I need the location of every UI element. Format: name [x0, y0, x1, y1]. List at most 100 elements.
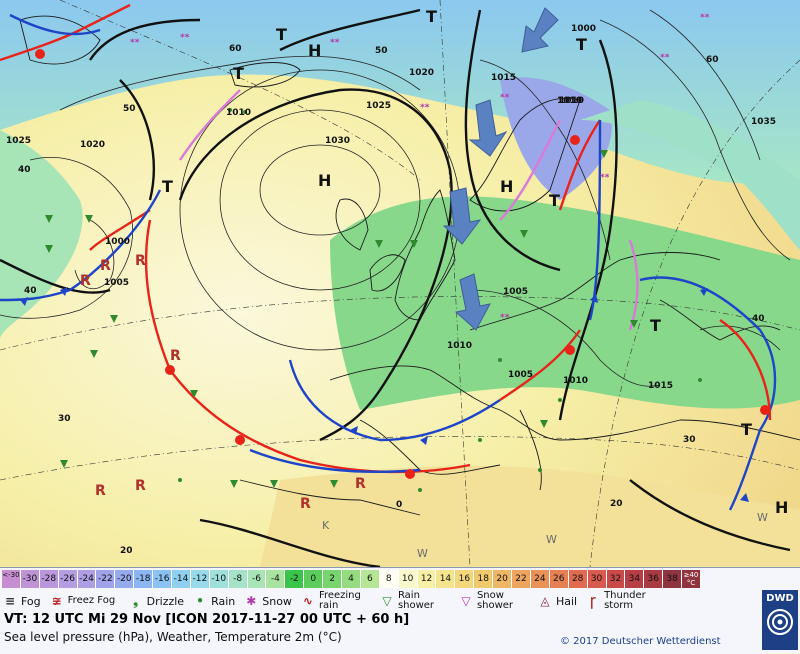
pressure-center-high: H — [500, 177, 513, 196]
atlantic-cool-area — [0, 130, 83, 340]
scale-cell: 0 — [304, 570, 324, 588]
scale-cell: 12 — [417, 570, 437, 588]
scale-cell: 24 — [530, 570, 550, 588]
map-description: Sea level pressure (hPa), Weather, Tempe… — [4, 630, 342, 644]
scale-cell: -16 — [153, 570, 173, 588]
temperature-label: 40 — [752, 314, 765, 324]
temperature-label: 20 — [120, 546, 133, 556]
svg-text:**: ** — [500, 313, 510, 323]
isobar-label: 1005 — [104, 278, 129, 288]
svg-text:R: R — [300, 496, 311, 512]
copyright: © 2017 Deutscher Wetterdienst — [560, 636, 721, 647]
svg-text:**: ** — [330, 38, 340, 48]
scale-cell: -4 — [266, 570, 286, 588]
isobar-label: 1025 — [366, 101, 391, 111]
weather-legend-label: Freezing rain — [318, 590, 361, 611]
rain-icon: • — [196, 594, 204, 608]
temperature-label: 40 — [24, 286, 37, 296]
scale-cell: <-30 — [2, 570, 21, 588]
weather-legend-item: ◬ Hail — [537, 593, 577, 609]
temperature-label: 50 — [123, 104, 136, 114]
isobar-label: 1010 — [226, 108, 251, 118]
isobar-label: 1005 — [508, 370, 533, 380]
weather-legend-label: Fog — [21, 594, 41, 608]
scale-cell: -22 — [96, 570, 116, 588]
temperature-scale: <-30 -30 -28 -26 -24 -22 -20 -18 -16 -14 -12 -10 -8-… — [2, 570, 701, 590]
weather-legend-item: ∿ Freezing rain — [300, 591, 371, 611]
graticule — [0, 0, 800, 567]
scale-cell: 20 — [493, 570, 513, 588]
isobar-label: 1010 — [563, 376, 588, 386]
isobar-label: 1015 — [648, 381, 673, 391]
dwd-brand: DWD — [766, 593, 794, 604]
rain-shower-icon: ▽ — [382, 594, 392, 608]
scale-cell: 26 — [549, 570, 569, 588]
svg-text:R: R — [80, 273, 91, 289]
pressure-center-high: H — [308, 41, 321, 60]
weather-legend-item: ≡ Fog — [2, 593, 41, 609]
scale-cell: 18 — [474, 570, 494, 588]
thunder-symbols: R RR R RR RR — [80, 253, 366, 512]
dwd-swirl-icon — [767, 609, 793, 635]
pressure-center-low: T — [162, 177, 173, 196]
scale-cell: 2 — [323, 570, 343, 588]
scale-cell: 8 — [379, 570, 399, 588]
scale-cell: -14 — [172, 570, 191, 588]
isobar-label: 1025 — [6, 136, 31, 146]
rain-dots — [178, 108, 702, 492]
scale-cell: -12 — [190, 570, 210, 588]
snow-shower-icon: ▽ — [461, 594, 471, 608]
isobar-label: 1020 — [80, 140, 105, 150]
weather-legend: ≡ Fog ≆ Freez Fog ❟ Drizzle • Rain ✱ Snow ∿ Freezin… — [2, 590, 762, 612]
scale-cell: 16 — [455, 570, 475, 588]
svg-text:**: ** — [420, 103, 430, 113]
scale-cell: -28 — [39, 570, 59, 588]
temperature-label: 60 — [706, 55, 719, 65]
weather-legend-item: • Rain — [192, 593, 235, 609]
pressure-center-low: T — [549, 191, 560, 210]
drizzle-icon: ❟ — [133, 593, 139, 608]
weather-legend-item: ≆ Freez Fog — [49, 593, 120, 609]
pressure-centers: H H H H T T T T T T T T — [162, 7, 788, 517]
front-symbols — [20, 49, 770, 502]
weather-legend-item: ▽ Rain shower — [379, 591, 450, 611]
scale-cell: 34 — [625, 570, 645, 588]
svg-text:**: ** — [660, 53, 670, 63]
isobar-label: 1015 — [491, 73, 516, 83]
scale-cell: 36 — [644, 570, 664, 588]
svg-text:R: R — [95, 483, 106, 499]
wind-labels: W W K W — [322, 511, 768, 560]
weather-legend-item: ❟ Drizzle — [128, 593, 184, 609]
weather-map: ** ** ** ****** ****** R RR R RR RR HHHHTTTT… — [0, 0, 800, 567]
scale-cell: 10 — [398, 570, 418, 588]
svg-text:R: R — [135, 253, 146, 269]
svg-text:R: R — [100, 258, 111, 274]
temperature-label: 30 — [58, 414, 71, 424]
svg-text:**: ** — [600, 173, 610, 183]
scale-cell: 32 — [606, 570, 626, 588]
svg-text:**: ** — [700, 13, 710, 23]
pressure-center-low: T — [233, 64, 244, 83]
temperature-label: 30 — [683, 435, 696, 445]
europe-land-area — [330, 196, 800, 410]
snow-symbols: ** ** ** ** ** ** ** ** ** — [130, 13, 710, 323]
thunderstorm-icon: Ꞅ — [590, 594, 596, 609]
isobar-label: 1010 — [559, 96, 584, 106]
pressure-center-low: T — [650, 316, 661, 335]
dwd-logo: DWD — [762, 590, 798, 650]
valid-time: VT: 12 UTC Mi 29 Nov [ICON 2017-11-27 00… — [4, 612, 410, 627]
isobar-label: 1010 — [557, 96, 582, 106]
isobar-label: 1000 — [571, 24, 596, 34]
temperature-label: 40 — [18, 165, 31, 175]
weather-legend-label: Freez Fog — [67, 595, 116, 606]
isobar-label: 1035 — [751, 117, 776, 127]
flow-arrows — [442, 7, 559, 331]
weather-legend-label: Rain — [211, 594, 236, 608]
svg-text:**: ** — [180, 33, 190, 43]
weather-legend-label: Hail — [555, 594, 578, 608]
weather-legend-label: Rain shower — [397, 590, 435, 611]
isobar-label: 1030 — [325, 136, 350, 146]
legend-panel: <-30 -30 -28 -26 -24 -22 -20 -18 -16 -14 -12 -10 -8-… — [0, 567, 800, 654]
hail-icon: ◬ — [540, 594, 550, 608]
scale-cell: -18 — [134, 570, 154, 588]
